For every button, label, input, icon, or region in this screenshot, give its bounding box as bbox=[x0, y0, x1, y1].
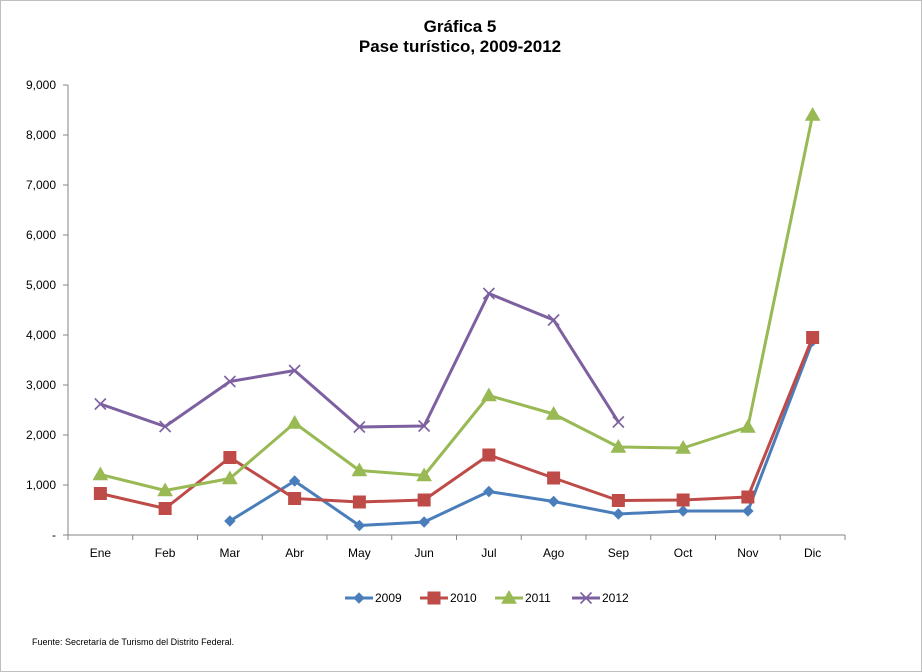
y-tick-label: 5,000 bbox=[26, 278, 56, 292]
x-tick-label: Abr bbox=[285, 546, 304, 560]
data-point-2012-May bbox=[353, 420, 366, 434]
data-point-2009-May bbox=[353, 519, 366, 532]
legend-marker bbox=[353, 592, 365, 604]
legend-item-2011: 2011 bbox=[495, 589, 551, 605]
y-tick-label: 7,000 bbox=[26, 178, 56, 192]
data-point-2010-Nov bbox=[741, 490, 755, 504]
data-point-2012-Jun bbox=[418, 419, 431, 433]
x-tick-label: Feb bbox=[155, 546, 176, 560]
y-tick-label: - bbox=[52, 528, 56, 542]
source-note: Fuente: Secretaría de Turismo del Distri… bbox=[32, 637, 235, 647]
legend-item-2009: 2009 bbox=[345, 591, 402, 605]
legend-label: 2011 bbox=[525, 591, 551, 605]
data-point-2011-Ago bbox=[545, 405, 562, 420]
data-point-2009-Oct bbox=[677, 505, 689, 517]
legend: 2009 2010 2011 2012 bbox=[345, 589, 629, 605]
legend-item-2012: 2012 bbox=[572, 591, 629, 605]
chart-title: Gráfica 5 bbox=[423, 17, 497, 36]
data-point-2010-Sep bbox=[611, 494, 625, 507]
data-point-2010-Feb bbox=[158, 502, 172, 515]
data-point-2011-Oct bbox=[675, 439, 691, 454]
data-point-2011-Feb bbox=[157, 482, 173, 497]
data-point-2010-Dic bbox=[806, 331, 820, 344]
y-tick-label: 6,000 bbox=[26, 228, 56, 242]
series-line-2011 bbox=[100, 114, 815, 492]
series-line-2012 bbox=[99, 292, 620, 429]
data-point-2011-Ene bbox=[92, 466, 109, 481]
data-point-2009-Mar bbox=[224, 515, 236, 527]
legend-label: 2009 bbox=[375, 591, 402, 605]
chart-title-block: Gráfica 5 Pase turístico, 2009-2012 bbox=[0, 17, 920, 57]
data-point-2009-Nov bbox=[742, 505, 754, 517]
data-point-2010-Ago bbox=[547, 471, 561, 485]
series-2011 bbox=[92, 106, 821, 497]
x-tick-label: Ene bbox=[90, 546, 112, 560]
data-point-2009-Jun bbox=[418, 516, 430, 528]
data-point-2012-Abr bbox=[288, 364, 301, 377]
y-tick-label: 3,000 bbox=[26, 378, 56, 392]
data-point-2009-Abr bbox=[288, 475, 301, 487]
data-point-2012-Jul bbox=[482, 287, 495, 300]
data-point-2011-Sep bbox=[610, 438, 627, 453]
x-tick-label: Nov bbox=[737, 546, 758, 560]
series-line-2009 bbox=[229, 340, 815, 527]
data-point-2009-Jul bbox=[483, 485, 495, 498]
data-point-2012-Ago bbox=[547, 313, 560, 327]
y-tick-label: 4,000 bbox=[26, 328, 56, 342]
legend-item-2010: 2010 bbox=[420, 591, 477, 605]
data-point-2009-Sep bbox=[612, 508, 625, 520]
data-point-2012-Feb bbox=[159, 420, 172, 433]
data-point-2011-Jul bbox=[481, 387, 497, 402]
legend-marker bbox=[579, 591, 593, 605]
x-tick-label: Ago bbox=[543, 546, 565, 560]
x-tick-label: Sep bbox=[608, 546, 630, 560]
x-tick-label: Jul bbox=[481, 546, 496, 560]
data-point-2011-Jun bbox=[416, 467, 432, 482]
data-point-2010-Jul bbox=[482, 448, 496, 462]
data-point-2012-Mar bbox=[223, 375, 236, 388]
data-point-2010-Mar bbox=[223, 451, 237, 464]
x-tick-label: Mar bbox=[220, 546, 241, 560]
data-point-2011-Nov bbox=[740, 418, 756, 433]
data-point-2010-May bbox=[352, 495, 366, 509]
y-tick-label: 1,000 bbox=[26, 478, 56, 492]
data-point-2010-Ene bbox=[93, 487, 107, 500]
data-point-2012-Ene bbox=[94, 397, 107, 411]
x-tick-label: May bbox=[348, 546, 371, 560]
data-point-2010-Oct bbox=[676, 493, 690, 507]
data-point-2010-Jun bbox=[417, 493, 431, 507]
data-point-2011-Abr bbox=[286, 414, 303, 429]
series-layer bbox=[92, 106, 821, 532]
data-point-2011-Mar bbox=[222, 470, 238, 485]
legend-label: 2012 bbox=[602, 591, 629, 605]
chart-subtitle: Pase turístico, 2009-2012 bbox=[358, 37, 562, 56]
series-2010 bbox=[93, 331, 820, 515]
x-tick-label: Dic bbox=[804, 546, 821, 560]
legend-label: 2010 bbox=[450, 591, 477, 605]
legend-marker bbox=[427, 591, 441, 605]
x-tick-label: Jun bbox=[414, 546, 433, 560]
data-point-2011-May bbox=[351, 462, 368, 477]
data-point-2009-Ago bbox=[547, 495, 560, 508]
series-line-2010 bbox=[100, 336, 815, 510]
data-point-2011-Dic bbox=[804, 106, 821, 121]
data-point-2012-Sep bbox=[612, 415, 625, 429]
y-tick-label: 2,000 bbox=[26, 428, 56, 442]
y-tick-label: 8,000 bbox=[26, 128, 56, 142]
axes: - 1,000 2,000 3,000 4,000 5,000 6,000 7,000 8,00… bbox=[26, 78, 846, 560]
x-tick-label: Oct bbox=[674, 546, 693, 560]
y-tick-label: 9,000 bbox=[26, 78, 56, 92]
data-point-2010-Abr bbox=[288, 492, 302, 505]
legend-marker bbox=[501, 589, 517, 604]
series-2012 bbox=[94, 287, 625, 434]
